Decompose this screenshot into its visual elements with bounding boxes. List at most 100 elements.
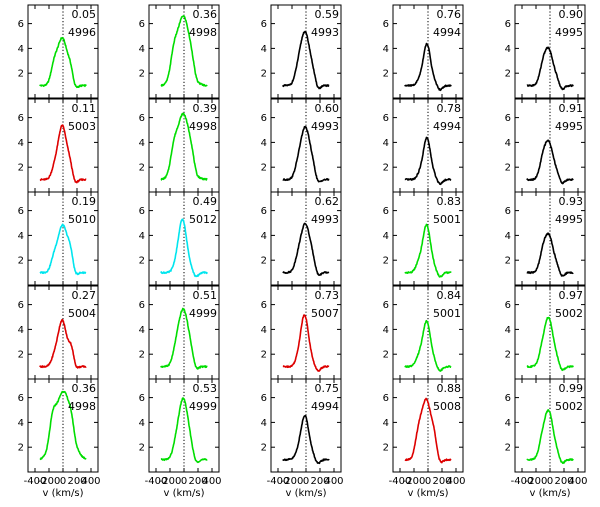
hjd-label: 4994 (311, 400, 339, 413)
phase-label: 0.97 (559, 289, 584, 302)
hjd-label: 5001 (433, 307, 461, 320)
y-tick-label: 2 (505, 69, 511, 80)
y-tick-label: 4 (139, 325, 145, 336)
y-tick-label: 4 (18, 44, 24, 55)
phase-label: 0.11 (72, 102, 97, 115)
x-tick-label: -400 (511, 476, 534, 487)
x-tick-label: -400 (145, 476, 168, 487)
hjd-label: 4999 (189, 307, 217, 320)
profile-line (39, 36, 87, 89)
hjd-label: 5007 (311, 307, 339, 320)
panel: 2 4 6 0.51 4999 (139, 285, 220, 380)
y-tick-label: 2 (261, 443, 267, 454)
panel: 2 4 6 0.90 4995 (505, 4, 586, 99)
y-tick-label: 2 (505, 350, 511, 361)
panel: 2 4 6 0.11 5003 (18, 98, 99, 193)
hjd-label: 4996 (68, 26, 96, 39)
phase-label: 0.39 (193, 102, 218, 115)
profile-line (526, 316, 574, 372)
y-tick-label: 6 (139, 113, 145, 124)
phase-label: 0.60 (315, 102, 340, 115)
y-tick-label: 6 (18, 300, 24, 311)
y-tick-label: 4 (505, 231, 511, 242)
phase-label: 0.36 (193, 8, 218, 21)
profile-line (282, 222, 330, 276)
y-tick-label: 2 (383, 163, 389, 174)
y-tick-label: 6 (505, 393, 511, 404)
y-tick-label: 2 (139, 163, 145, 174)
y-tick-label: 2 (139, 443, 145, 454)
y-tick-label: 4 (383, 231, 389, 242)
y-tick-label: 4 (505, 418, 511, 429)
y-tick-label: 6 (139, 206, 145, 217)
profile-line (404, 223, 452, 278)
y-tick-label: 2 (139, 256, 145, 267)
hjd-label: 5004 (68, 307, 96, 320)
y-tick-label: 6 (139, 19, 145, 30)
profile-line (39, 318, 87, 369)
phase-label: 0.90 (559, 8, 584, 21)
panel: 2 4 6 0.93 4995 (505, 191, 586, 286)
profile-line (526, 409, 574, 465)
hjd-label: 5003 (68, 120, 96, 133)
x-tick-label: -200 (403, 476, 426, 487)
y-tick-label: 2 (139, 350, 145, 361)
y-tick-label: 4 (383, 138, 389, 149)
y-tick-label: 2 (18, 163, 24, 174)
x-tick-label: 400 (446, 476, 465, 487)
y-tick-label: 4 (261, 418, 267, 429)
y-tick-label: 2 (18, 350, 24, 361)
y-tick-label: 6 (261, 206, 267, 217)
y-tick-label: 4 (18, 231, 24, 242)
x-tick-label: 200 (432, 476, 451, 487)
x-tick-label: -200 (159, 476, 182, 487)
panel: 2 4 6 0.36 4998 (139, 4, 220, 99)
hjd-label: 4999 (189, 400, 217, 413)
y-tick-label: 6 (505, 300, 511, 311)
x-axis-title: v (km/s) (407, 488, 448, 499)
phase-label: 0.83 (437, 195, 462, 208)
x-tick-label: 400 (324, 476, 343, 487)
hjd-label: 4993 (311, 213, 339, 226)
y-tick-label: 2 (383, 69, 389, 80)
panel: 2 4 6 0.60 4993 (261, 98, 342, 193)
x-tick-label: 0 (60, 476, 66, 487)
y-tick-label: 6 (18, 206, 24, 217)
y-tick-label: 6 (505, 19, 511, 30)
y-tick-label: 4 (383, 418, 389, 429)
x-tick-label: 400 (202, 476, 221, 487)
x-axis-title: v (km/s) (42, 488, 83, 499)
hjd-label: 5012 (189, 213, 217, 226)
hjd-label: 4998 (189, 26, 217, 39)
y-tick-label: 2 (383, 256, 389, 267)
hjd-label: 4994 (433, 120, 461, 133)
x-tick-label: 0 (181, 476, 187, 487)
phase-label: 0.99 (559, 382, 584, 395)
profile-line (282, 30, 330, 90)
profile-line (526, 46, 574, 91)
panel: 2 4 6 0.27 5004 (18, 285, 99, 380)
x-tick-label: 200 (554, 476, 573, 487)
x-tick-label: -400 (24, 476, 47, 487)
phase-label: 0.93 (559, 195, 584, 208)
x-tick-label: 0 (547, 476, 553, 487)
hjd-label: 4995 (555, 26, 583, 39)
profile-line (160, 307, 208, 370)
phase-label: 0.78 (437, 102, 462, 115)
y-tick-label: 6 (261, 113, 267, 124)
x-axis-title: v (km/s) (529, 488, 570, 499)
y-tick-label: 6 (261, 19, 267, 30)
y-tick-label: 4 (139, 44, 145, 55)
profile-line (160, 15, 208, 87)
y-tick-label: 2 (383, 350, 389, 361)
x-tick-label: -200 (281, 476, 304, 487)
profile-line (526, 139, 574, 185)
x-axis-title: v (km/s) (285, 488, 326, 499)
phase-label: 0.84 (437, 289, 462, 302)
y-tick-label: 6 (383, 393, 389, 404)
panel: 2 4 6 0.78 4994 (383, 98, 464, 193)
